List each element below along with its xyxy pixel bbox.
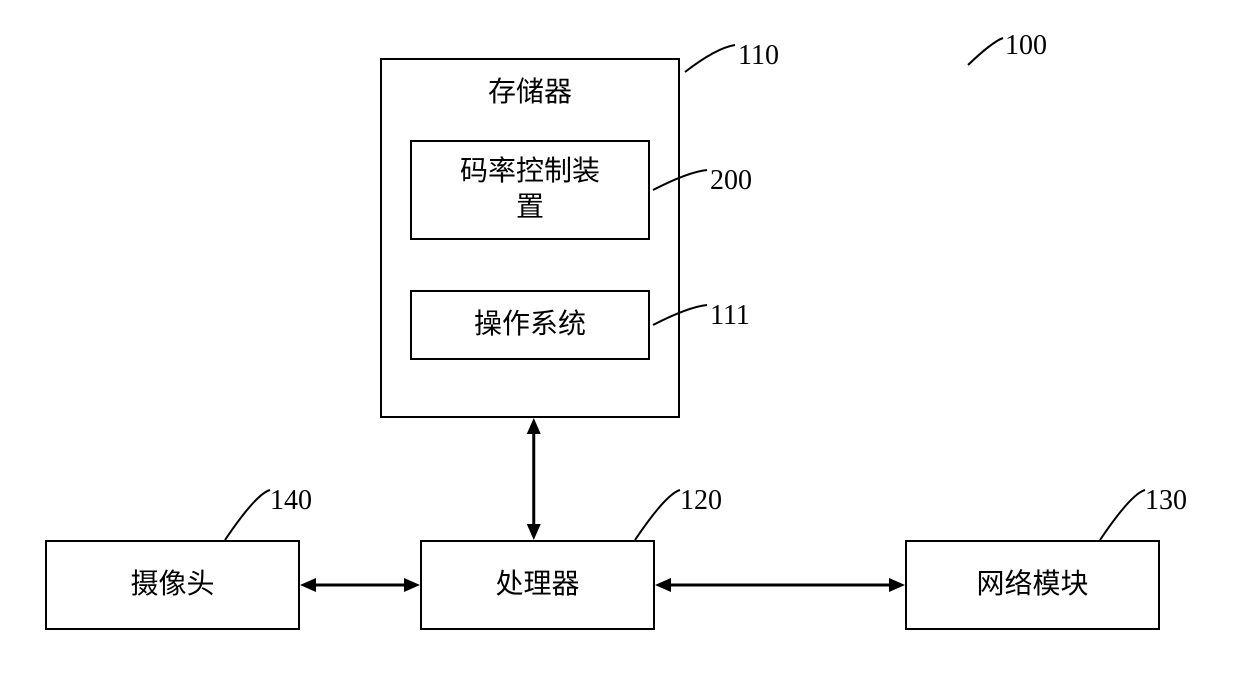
leader-r110 (685, 45, 735, 72)
node-processor: 处理器 (420, 540, 655, 630)
node-processor-label: 处理器 (495, 567, 579, 603)
ref-label-110: 110 (738, 40, 779, 72)
node-rate_ctrl-label: 码率控制装 置 (460, 154, 600, 227)
diagram-canvas: 存储器码率控制装 置操作系统摄像头 处理器 网络模块 100 110 200 111 140 1… (0, 0, 1240, 673)
ref-label-100: 100 (1005, 30, 1047, 62)
ref-label-130: 130 (1145, 485, 1187, 517)
node-memory-label: 存储器 (488, 75, 572, 111)
leader-r100 (968, 38, 1003, 65)
node-network-label: 网络模块 (976, 567, 1088, 603)
node-os-label: 操作系统 (474, 307, 586, 343)
leader-r140 (225, 490, 270, 540)
ref-label-111: 111 (710, 300, 750, 332)
ref-label-200: 200 (710, 165, 752, 197)
node-camera: 摄像头 (45, 540, 300, 630)
node-network: 网络模块 (905, 540, 1160, 630)
node-os: 操作系统 (410, 290, 650, 360)
leader-r120 (635, 490, 680, 540)
node-camera-label: 摄像头 (130, 567, 214, 603)
ref-label-120: 120 (680, 485, 722, 517)
node-rate_ctrl: 码率控制装 置 (410, 140, 650, 240)
ref-label-140: 140 (270, 485, 312, 517)
leader-r130 (1100, 490, 1145, 540)
